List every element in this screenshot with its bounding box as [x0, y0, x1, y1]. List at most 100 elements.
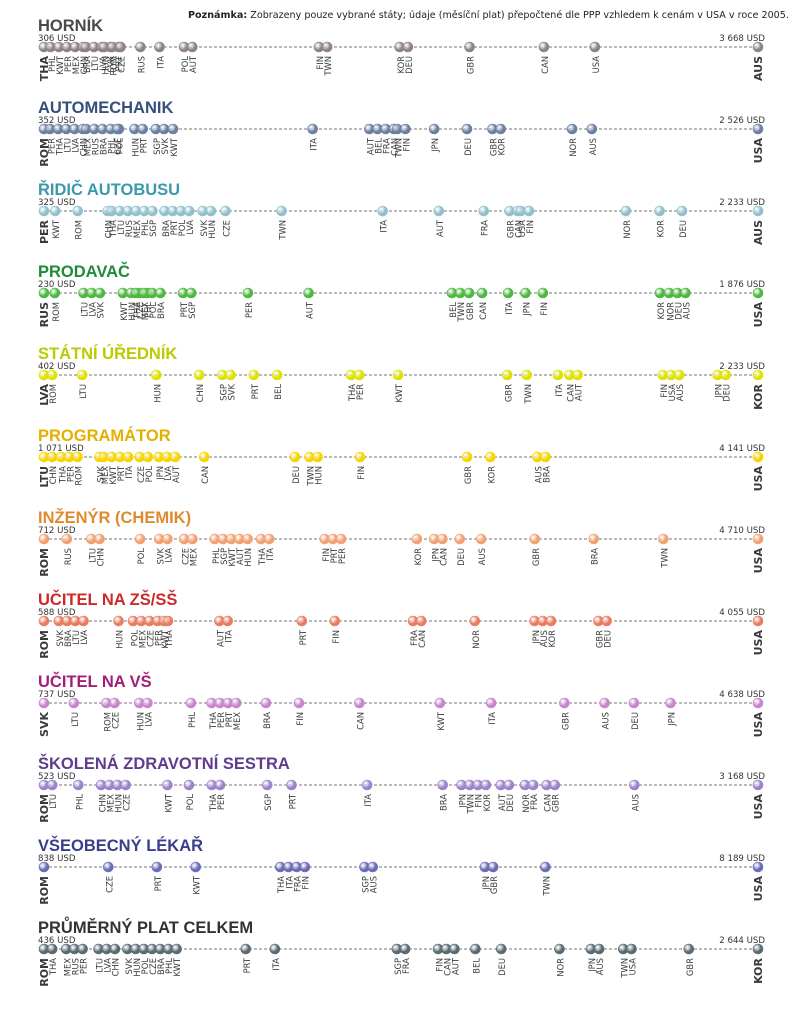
max-value-label: 4 141 USD — [719, 444, 765, 454]
country-label: KWT — [51, 219, 61, 238]
country-label: MEX — [105, 794, 115, 813]
data-point — [321, 41, 333, 53]
country-label: ITA — [379, 220, 389, 233]
panel-title: AUTOMECHANIK — [38, 99, 173, 117]
country-label: PRT — [179, 301, 189, 317]
data-point — [162, 615, 174, 627]
country-label: PHL — [187, 712, 197, 728]
country-label: AUT — [450, 957, 460, 975]
country-label: KOR — [656, 302, 666, 320]
data-point — [155, 287, 166, 299]
country-label: CAN — [200, 466, 210, 484]
data-point — [415, 615, 427, 627]
panel-title: PRŮMĚRNÝ PLAT CELKEM — [38, 917, 253, 937]
country-label: LTU — [62, 138, 72, 153]
country-label: PER — [63, 56, 73, 72]
data-point — [464, 41, 475, 53]
country-label: LTU — [116, 220, 126, 235]
max-value-label: 2 233 USD — [719, 362, 765, 372]
country-label: AUT — [435, 219, 445, 237]
panel-6: INŽENÝR (CHEMIK)712 USD 4 710 USD ROM RUS LT… — [38, 508, 765, 577]
country-label: TWN — [659, 548, 669, 569]
country-label: AUS — [588, 138, 598, 155]
country-label: ITA — [156, 56, 166, 69]
country-label: PER — [38, 219, 51, 244]
country-label: FIN — [401, 138, 411, 152]
country-label: LTU — [80, 302, 90, 317]
country-label: PER — [244, 302, 254, 318]
country-label: KWT — [192, 875, 202, 894]
country-label: POL — [185, 794, 195, 811]
data-point — [752, 369, 764, 381]
country-label: SVK — [199, 220, 209, 237]
country-label: LVA — [98, 56, 108, 71]
note: Poznámka: Zobrazeny pouze vybrané státy;… — [188, 10, 793, 21]
data-point — [72, 779, 84, 791]
country-label: ITA — [224, 630, 234, 643]
country-label: JPN — [430, 548, 440, 563]
country-label: PRT — [116, 465, 126, 481]
data-point — [94, 533, 105, 545]
country-label: AUT — [366, 137, 376, 155]
country-label: FIN — [295, 712, 305, 726]
country-label: CHN — [78, 138, 88, 156]
country-label: JPN — [430, 138, 440, 153]
country-label: ROM — [108, 56, 118, 76]
country-label: USA — [752, 548, 765, 574]
country-label: DEU — [630, 712, 640, 730]
data-point — [225, 369, 236, 381]
data-point — [46, 943, 58, 955]
country-label: KWT — [394, 383, 404, 402]
country-label: GBR — [503, 384, 513, 402]
country-label: ROM — [38, 876, 51, 905]
country-label: CHN — [79, 56, 89, 74]
country-label: LVA — [70, 138, 80, 153]
country-label: AUT — [188, 55, 198, 73]
data-point — [454, 287, 466, 299]
data-point — [752, 615, 764, 627]
data-point — [151, 861, 163, 873]
country-label: HUN — [132, 958, 142, 977]
country-label: ROM — [74, 220, 84, 240]
data-point — [38, 205, 50, 217]
country-label: KWT — [163, 793, 173, 812]
country-label: USA — [752, 712, 765, 738]
data-point — [113, 615, 124, 627]
data-point — [665, 697, 676, 709]
note-label: Poznámka: — [188, 10, 248, 21]
data-point — [495, 123, 506, 135]
country-label: JPN — [531, 630, 541, 645]
country-label: SGP — [152, 138, 162, 155]
country-label: MEX — [62, 958, 72, 977]
country-label: TWN — [619, 958, 629, 979]
country-label: POL — [129, 630, 139, 647]
country-label: GBR — [531, 548, 541, 566]
data-point — [38, 697, 50, 709]
data-point — [162, 533, 173, 545]
country-label: LVA — [79, 630, 89, 645]
panel-title: ŘIDIČ AUTOBUSU — [38, 180, 180, 199]
country-label: JPN — [667, 712, 677, 727]
country-label: TWN — [306, 466, 316, 487]
min-value-label: 712 USD — [38, 526, 76, 536]
country-label: ITA — [285, 876, 295, 889]
data-point — [260, 697, 272, 709]
data-point — [752, 287, 764, 299]
country-label: RUS — [38, 302, 51, 327]
country-label: LVA — [143, 712, 153, 727]
country-label: BRA — [262, 712, 272, 729]
data-point — [476, 287, 488, 299]
max-value-label: 4 055 USD — [719, 608, 765, 618]
data-point — [49, 205, 61, 217]
data-point — [495, 943, 507, 955]
country-label: CHN — [48, 466, 58, 484]
country-label: KWT — [172, 957, 182, 976]
country-label: PRT — [329, 547, 339, 563]
country-label: DEU — [404, 56, 414, 74]
country-label: USA — [667, 384, 677, 402]
country-label: FIN — [525, 220, 535, 234]
country-label: HUN — [135, 712, 145, 731]
data-point — [601, 615, 612, 627]
